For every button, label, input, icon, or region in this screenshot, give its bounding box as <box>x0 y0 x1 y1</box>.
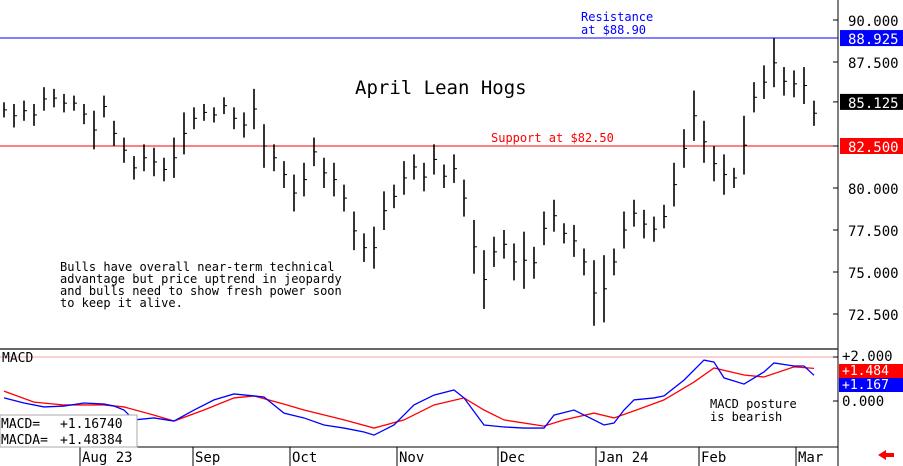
y-label-bg <box>840 138 903 154</box>
annotation-line: advantage but price uptrend in jeopardy <box>60 272 342 286</box>
support-note: Support at $82.50 <box>491 131 614 145</box>
resistance-label-bg <box>840 30 903 47</box>
macd-label-bg <box>839 378 903 392</box>
macda-readout-value: +1.48384 <box>60 433 123 448</box>
y-label-bg <box>840 93 903 110</box>
x-tick-label: Jan 24 <box>598 450 649 466</box>
y-tick-label: 85.125 <box>848 96 899 112</box>
macd-annotation-line: is bearish <box>710 410 782 424</box>
readout-box <box>0 414 138 448</box>
macd-last-label: +1.167 <box>842 378 889 393</box>
annotation-line: Bulls have overall near-term technical <box>60 260 335 274</box>
macd-annotation-line: MACD posture <box>710 397 797 411</box>
annotation-line: to keep it alive. <box>60 296 183 310</box>
y-tick-label: 87.500 <box>848 56 899 72</box>
macda-readout-label: MACDA= <box>1 433 48 448</box>
annotation-line: and bulls need to show fresh power soon <box>60 284 342 298</box>
macd-series-macda <box>3 366 815 429</box>
x-tick-label: Feb <box>701 450 726 466</box>
macd-panel-title: MACD <box>2 351 33 366</box>
y-tick-label: 72.500 <box>848 308 899 324</box>
macda-last-label: +1.484 <box>842 364 889 379</box>
x-tick-label: Aug 23 <box>82 450 133 466</box>
resistance-note-1: Resistance <box>581 10 653 24</box>
x-tick-label: Nov <box>399 450 424 466</box>
resistance-note-2: at $88.90 <box>581 23 646 37</box>
y-tick-label: 80.000 <box>848 182 899 198</box>
y-tick-label: 90.000 <box>848 14 899 30</box>
x-tick-label: Mar <box>798 450 823 466</box>
x-tick-label: Dec <box>500 450 525 466</box>
macd-readout-value: +1.16740 <box>60 417 123 432</box>
macda-label-bg <box>839 364 903 378</box>
macd-y-tick-label: +2.000 <box>842 349 893 365</box>
y-tick-label: 77.500 <box>848 224 899 240</box>
macd-y-tick-label: 0.000 <box>842 394 884 410</box>
left-arrow-icon[interactable] <box>878 450 894 460</box>
macd-readout-label: MACD= <box>1 417 40 432</box>
chart-title: April Lean Hogs <box>355 77 527 99</box>
resistance-label: 88.925 <box>848 32 899 48</box>
y-tick-label: 82.500 <box>848 140 899 156</box>
y-tick-label: 75.000 <box>848 266 899 282</box>
x-tick-label: Sep <box>195 450 220 466</box>
x-tick-label: Oct <box>292 450 317 466</box>
